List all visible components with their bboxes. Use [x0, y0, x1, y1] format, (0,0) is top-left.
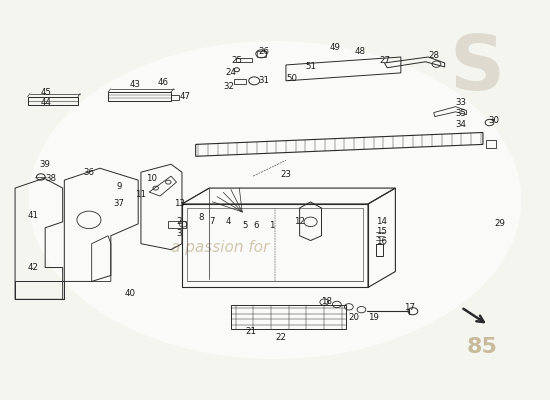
- Text: 1: 1: [270, 221, 275, 230]
- Text: 46: 46: [157, 78, 168, 87]
- Bar: [257, 51, 266, 57]
- Text: 26: 26: [258, 46, 270, 56]
- Text: 40: 40: [124, 289, 135, 298]
- Text: 16: 16: [376, 237, 387, 246]
- Text: 23: 23: [280, 170, 292, 179]
- Text: 41: 41: [28, 211, 38, 220]
- Text: 19: 19: [368, 313, 379, 322]
- Text: 14: 14: [376, 217, 387, 226]
- Text: 32: 32: [223, 82, 234, 91]
- Bar: [168, 221, 186, 228]
- Ellipse shape: [29, 41, 521, 359]
- Text: 2: 2: [177, 217, 182, 226]
- Text: 9: 9: [117, 182, 122, 190]
- Text: 36: 36: [84, 168, 95, 177]
- Text: a passion for: a passion for: [171, 240, 270, 255]
- Bar: [171, 95, 179, 100]
- Text: 7: 7: [210, 217, 215, 226]
- Text: 51: 51: [305, 62, 316, 72]
- Text: 31: 31: [258, 76, 270, 85]
- Text: 3: 3: [177, 229, 182, 238]
- Bar: [486, 140, 496, 148]
- Bar: [376, 244, 383, 256]
- Text: 5: 5: [242, 221, 248, 230]
- Text: 8: 8: [199, 213, 204, 222]
- Text: 13: 13: [174, 200, 185, 208]
- Bar: [235, 58, 252, 62]
- Text: 44: 44: [41, 98, 52, 107]
- Text: 12: 12: [294, 217, 305, 226]
- Text: 47: 47: [179, 92, 190, 101]
- Text: 24: 24: [226, 68, 236, 77]
- Text: 22: 22: [275, 332, 286, 342]
- Text: 6: 6: [253, 221, 258, 230]
- Text: 30: 30: [488, 116, 499, 125]
- Text: 15: 15: [376, 227, 387, 236]
- Text: 28: 28: [428, 50, 439, 60]
- Text: 18: 18: [322, 297, 333, 306]
- Text: 17: 17: [404, 303, 415, 312]
- Text: 43: 43: [130, 80, 141, 89]
- Text: S: S: [450, 32, 505, 106]
- Text: 11: 11: [135, 190, 146, 198]
- Text: 48: 48: [354, 46, 365, 56]
- Text: 45: 45: [41, 88, 52, 97]
- Text: 29: 29: [494, 219, 505, 228]
- Text: 34: 34: [455, 120, 466, 129]
- Text: 35: 35: [455, 109, 466, 118]
- Text: 4: 4: [226, 217, 231, 226]
- Text: 42: 42: [28, 263, 38, 272]
- Text: 20: 20: [349, 313, 360, 322]
- Text: 33: 33: [455, 98, 466, 107]
- Text: 38: 38: [45, 174, 56, 183]
- Text: 21: 21: [245, 326, 256, 336]
- Text: 85: 85: [466, 337, 497, 357]
- Text: 50: 50: [286, 74, 297, 83]
- Text: 37: 37: [113, 200, 124, 208]
- Text: 49: 49: [330, 42, 340, 52]
- Text: 27: 27: [379, 56, 390, 66]
- Text: 39: 39: [40, 160, 51, 169]
- Bar: [234, 79, 246, 84]
- Text: 10: 10: [146, 174, 157, 183]
- Text: 25: 25: [231, 56, 242, 66]
